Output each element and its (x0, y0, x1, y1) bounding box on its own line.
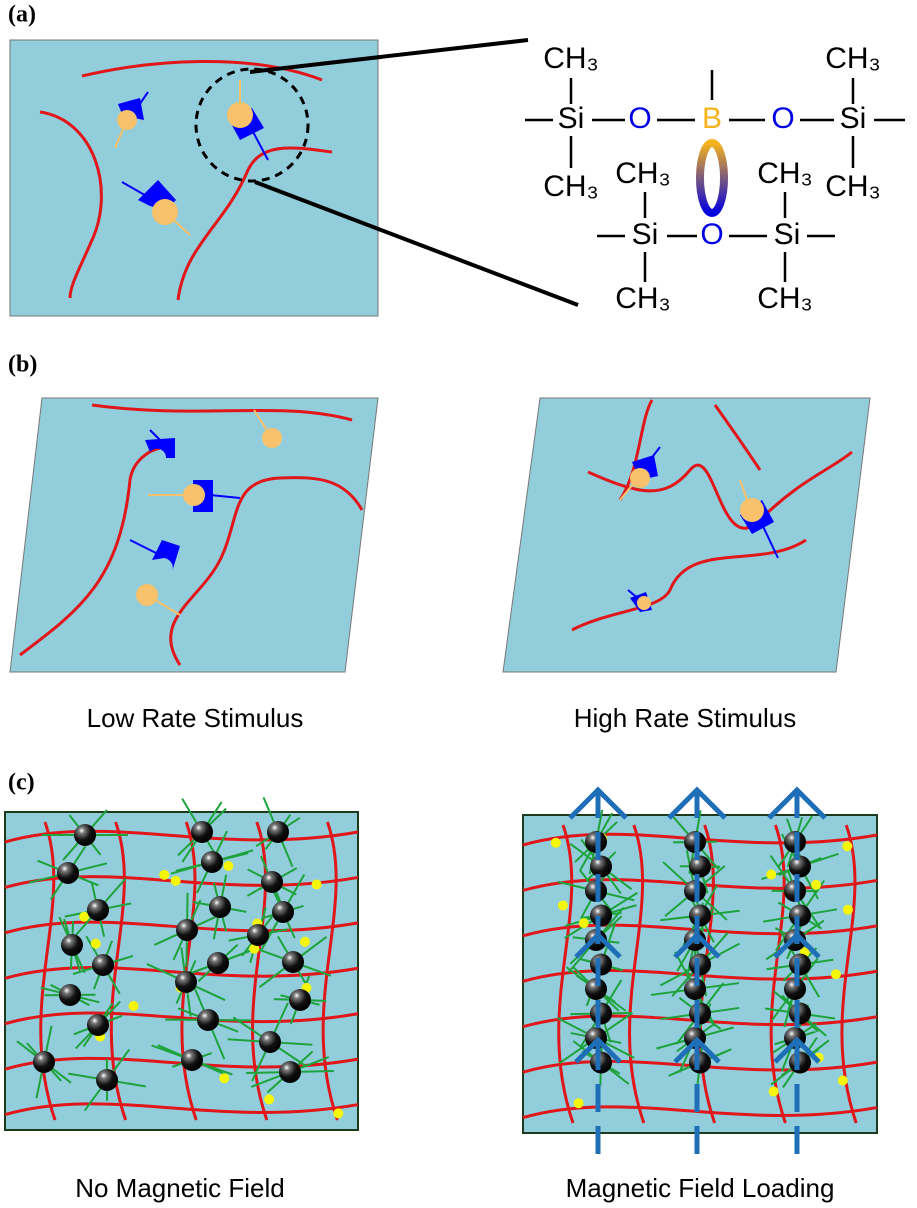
atom: CH₃ (543, 170, 599, 203)
particle (176, 919, 198, 941)
crosslink (811, 880, 821, 890)
particle (689, 1052, 711, 1074)
crosslink (312, 879, 322, 889)
crosslink (264, 1094, 274, 1104)
caption: Low Rate Stimulus (87, 703, 304, 733)
crosslink (838, 1075, 848, 1085)
atom: CH₃ (757, 282, 813, 315)
crosslink (223, 861, 233, 871)
particle (197, 1009, 219, 1031)
particle (282, 951, 304, 973)
crosslink (300, 937, 310, 947)
crosslink (843, 905, 853, 915)
panel-a (10, 40, 578, 316)
atom: Si (840, 102, 867, 135)
caption: No Magnetic Field (75, 1173, 285, 1203)
particle (289, 989, 311, 1011)
particle (590, 905, 612, 927)
particle (191, 821, 213, 843)
crosslink (766, 870, 776, 880)
crosslink (831, 969, 841, 979)
caption: Magnetic Field Loading (566, 1173, 835, 1203)
panel-label: (a) (8, 2, 36, 28)
particle (267, 821, 289, 843)
coordination-bond (700, 143, 724, 213)
crosslink (579, 918, 589, 928)
matrix (503, 398, 870, 672)
particle (59, 984, 81, 1006)
particle (689, 856, 711, 878)
particle (74, 824, 96, 846)
panel-label: (c) (8, 770, 35, 796)
atom: B (702, 102, 722, 135)
crosslink (91, 939, 101, 949)
crosslink (551, 838, 561, 848)
panel-label: (b) (8, 352, 37, 378)
particle (272, 901, 294, 923)
atom: CH₃ (825, 42, 881, 75)
matrix (10, 40, 378, 316)
atom: O (771, 102, 794, 135)
atom: O (628, 102, 651, 135)
particle (789, 1052, 811, 1074)
crosslink (333, 1108, 343, 1118)
atom: O (700, 218, 723, 251)
particle (61, 934, 83, 956)
atom: CH₃ (825, 170, 881, 203)
particle (87, 1014, 109, 1036)
particle (689, 954, 711, 976)
crosslink (159, 870, 169, 880)
particle (181, 1049, 203, 1071)
particle (33, 1051, 55, 1073)
particle (789, 856, 811, 878)
particle (789, 954, 811, 976)
particle (57, 862, 79, 884)
particle (590, 1052, 612, 1074)
particle (261, 871, 283, 893)
particle (279, 1061, 301, 1083)
crosslink (842, 841, 852, 851)
particle (92, 954, 114, 976)
particle (689, 905, 711, 927)
atom: CH₃ (615, 282, 671, 315)
particle (590, 1003, 612, 1025)
particle (209, 896, 231, 918)
crosslink (769, 1086, 779, 1096)
particle (87, 899, 109, 921)
atom: Si (558, 102, 585, 135)
particle (590, 954, 612, 976)
crosslink (574, 1098, 584, 1108)
atom: CH₃ (543, 42, 599, 75)
atom: Si (632, 218, 659, 251)
particle (96, 1069, 118, 1091)
crosslink (558, 900, 568, 910)
atom: Si (774, 218, 801, 251)
matrix (10, 398, 378, 672)
particle (590, 856, 612, 878)
atom: CH₃ (615, 157, 671, 190)
particle (789, 1003, 811, 1025)
figure: (a) (b) (c) (0, 0, 917, 1208)
particle (259, 1031, 281, 1053)
particle (201, 851, 223, 873)
caption: High Rate Stimulus (574, 703, 797, 733)
particle (175, 971, 197, 993)
crosslink (171, 876, 181, 886)
particle (689, 1003, 711, 1025)
atom: CH₃ (757, 157, 813, 190)
crosslink (219, 1073, 229, 1083)
particle (789, 905, 811, 927)
particle (207, 952, 229, 974)
panel-b (10, 398, 870, 672)
particle (247, 924, 269, 946)
crosslink (129, 1001, 139, 1011)
